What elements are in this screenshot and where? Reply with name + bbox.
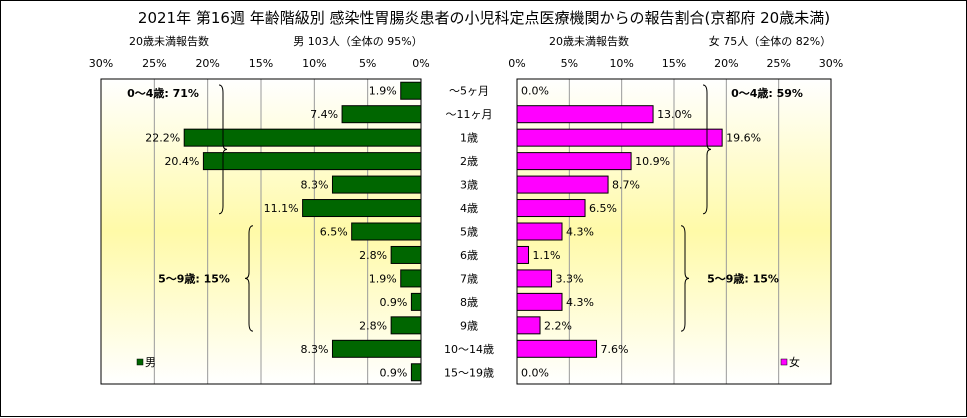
- age-category-labels: ～5ヶ月 ～11ヶ月 1歳 2歳 3歳 4歳 5歳 6歳 7歳 8歳 9歳 10～14歳 15～19歳: [444, 85, 494, 380]
- female-xtick-label: 0%: [508, 57, 525, 70]
- male-bar: [410, 363, 422, 382]
- chart-title: 2021年 第16週 年齢階級別 感染性胃腸炎患者の小児科定点医療機関からの報告…: [138, 9, 830, 27]
- male-data-label: 0.9%: [379, 366, 407, 379]
- female-bar: [516, 128, 723, 147]
- female-data-label: 8.7%: [612, 179, 640, 192]
- female-panel: 0% 5% 10% 15% 20% 25% 30% 20歳未満報告数 女 75人（全体の 82%…: [508, 34, 843, 385]
- male-data-label: 7.4%: [310, 108, 338, 121]
- male-bar: [390, 316, 422, 335]
- female-bar: [516, 222, 563, 241]
- male-bar: [390, 245, 422, 264]
- male-bar: [400, 81, 422, 100]
- male-bar: [341, 105, 422, 124]
- male-bar: [331, 339, 422, 358]
- category-label: 7歳: [460, 272, 478, 285]
- female-data-label: 10.9%: [635, 155, 670, 168]
- male-bar: [331, 175, 422, 194]
- female-xtick-label: 20%: [714, 57, 738, 70]
- category-label: 9歳: [460, 319, 478, 332]
- category-label: 2歳: [460, 155, 478, 168]
- male-data-label: 22.2%: [145, 132, 180, 145]
- female-xtick-label: 15%: [662, 57, 686, 70]
- male-data-label: 8.3%: [301, 179, 329, 192]
- male-group-label: 0～4歳: 71%: [127, 86, 199, 100]
- male-data-label: 6.5%: [320, 226, 348, 239]
- category-label: 10～14歳: [444, 343, 494, 356]
- female-bar: [516, 316, 541, 335]
- male-data-label: 2.8%: [359, 319, 387, 332]
- male-bar: [351, 222, 422, 241]
- male-xtick-label: 0%: [412, 57, 429, 70]
- female-xtick-label: 5%: [561, 57, 578, 70]
- male-bar: [302, 199, 422, 218]
- category-label: 1歳: [460, 132, 478, 145]
- female-legend-label: 女: [789, 355, 800, 369]
- male-xtick-label: 30%: [89, 57, 113, 70]
- female-bar: [516, 245, 530, 264]
- male-bar: [410, 292, 422, 311]
- female-data-label: 13.0%: [657, 108, 692, 121]
- female-header: 女 75人（全体の 82%）: [709, 34, 831, 48]
- male-bar: [183, 128, 422, 147]
- male-xtick-label: 20%: [195, 57, 219, 70]
- male-data-label: 1.9%: [369, 85, 397, 98]
- female-legend-swatch: [780, 358, 788, 366]
- female-bar: [516, 105, 654, 124]
- male-group-label: 5～9歳: 15%: [158, 271, 230, 285]
- female-bar: [516, 199, 586, 218]
- male-xtick-label: 15%: [249, 57, 273, 70]
- male-header: 男 103人（全体の 95%）: [293, 34, 422, 48]
- male-group-brace: [218, 84, 228, 215]
- male-data-label: 2.8%: [359, 249, 387, 262]
- male-panel: 0% 5% 10% 15% 20% 25% 30% 20歳未満報告数 男 103人（全体の 95…: [89, 34, 430, 385]
- female-group-brace: [680, 225, 690, 332]
- male-legend-swatch: [136, 358, 144, 366]
- female-bar: [516, 152, 632, 171]
- male-axis-label: 20歳未満報告数: [129, 35, 209, 48]
- female-data-label: 6.5%: [589, 202, 617, 215]
- category-label: 15～19歳: [444, 366, 494, 379]
- category-label: 4歳: [460, 202, 478, 215]
- male-legend-label: 男: [145, 356, 156, 369]
- category-label: 5歳: [460, 226, 478, 239]
- female-group-label: 5～9歳: 15%: [707, 271, 779, 285]
- male-bar: [202, 152, 422, 171]
- female-xtick-label: 30%: [819, 57, 843, 70]
- female-data-label: 2.2%: [544, 319, 572, 332]
- male-data-label: 0.9%: [379, 296, 407, 309]
- female-bar: [516, 175, 609, 194]
- female-axis-label: 20歳未満報告数: [549, 35, 629, 48]
- category-label: 3歳: [460, 179, 478, 192]
- female-xtick-label: 25%: [766, 57, 790, 70]
- female-data-label: 0.0%: [521, 85, 549, 98]
- female-xtick-label: 10%: [609, 57, 633, 70]
- female-data-label: 4.3%: [566, 296, 594, 309]
- male-xtick-label: 25%: [142, 57, 166, 70]
- male-xtick-label: 5%: [359, 57, 376, 70]
- category-label: 8歳: [460, 296, 478, 309]
- male-group-brace: [244, 225, 254, 332]
- female-bar: [516, 339, 598, 358]
- female-data-label: 3.3%: [556, 272, 584, 285]
- male-data-label: 1.9%: [369, 272, 397, 285]
- female-data-label: 1.1%: [533, 249, 561, 262]
- male-data-label: 11.1%: [264, 202, 299, 215]
- category-label: ～11ヶ月: [446, 108, 493, 121]
- female-bar: [516, 269, 553, 288]
- male-bar: [400, 269, 422, 288]
- female-bar: [516, 292, 563, 311]
- female-group-brace: [702, 84, 712, 215]
- category-label: 6歳: [460, 249, 478, 262]
- male-data-label: 8.3%: [301, 343, 329, 356]
- female-group-label: 0～4歳: 59%: [731, 86, 803, 100]
- female-data-label: 7.6%: [601, 343, 629, 356]
- category-label: ～5ヶ月: [449, 85, 489, 98]
- female-data-label: 19.6%: [726, 132, 761, 145]
- female-data-label: 4.3%: [566, 226, 594, 239]
- male-xtick-label: 10%: [302, 57, 326, 70]
- male-data-label: 20.4%: [164, 155, 199, 168]
- female-data-label: 0.0%: [521, 366, 549, 379]
